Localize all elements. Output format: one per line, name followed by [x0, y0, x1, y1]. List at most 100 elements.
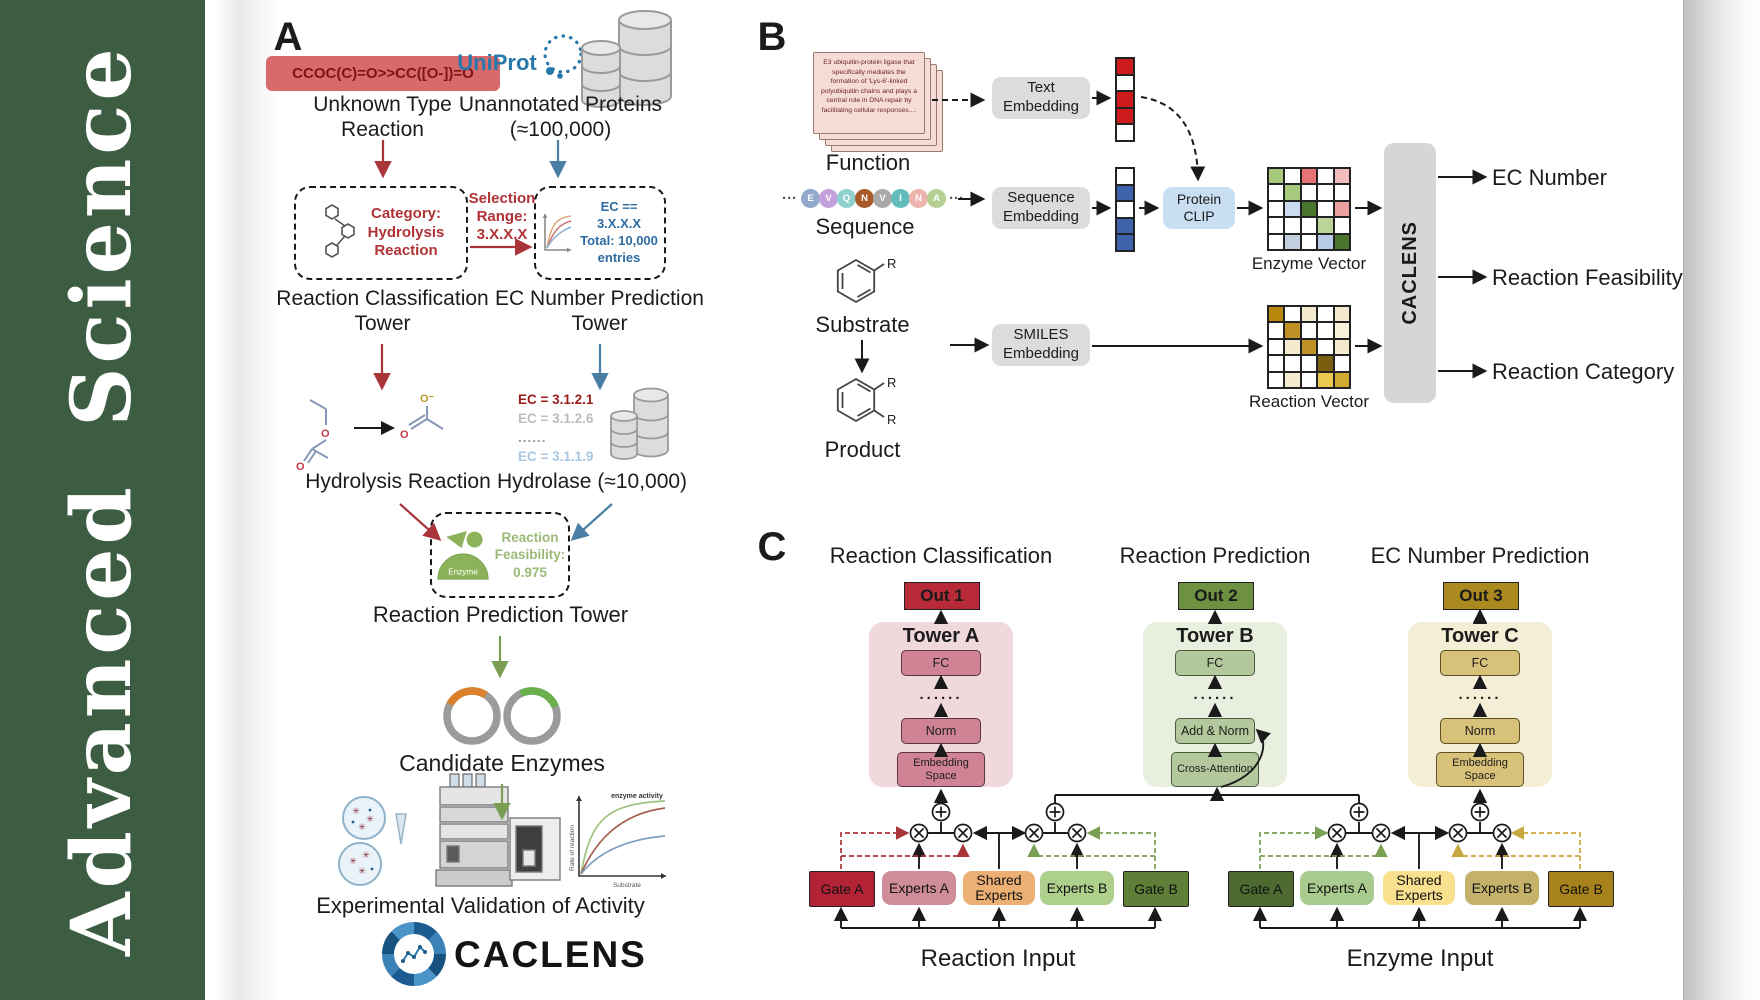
svg-text:✳: ✳	[358, 822, 366, 832]
svg-text:O: O	[296, 461, 305, 473]
category-text: Category: Hydrolysis Reaction	[367, 204, 445, 260]
sequence-embedding-box: Sequence Embedding	[992, 187, 1090, 229]
journal-sidebar: Advanced Science	[0, 0, 205, 1000]
substrate-label: Substrate	[815, 312, 910, 337]
ec-number-list: EC = 3.1.2.1 EC = 3.1.2.6 ...... EC = 3.…	[518, 391, 593, 467]
tower-b-add-norm: Add & Norm	[1175, 718, 1255, 744]
residue-circle: A	[927, 189, 946, 208]
product-molecule: R R	[836, 375, 896, 427]
reaction-vector-grid	[1267, 305, 1351, 389]
function-card-front: E3 ubiquitin-protein ligase that specifi…	[813, 52, 925, 134]
tower-c-title: Tower C	[1441, 625, 1519, 647]
svg-text:✳: ✳	[358, 866, 366, 876]
activity-chart: enzyme activity Rate of reaction Substra…	[569, 793, 666, 889]
category-box: Category: Hydrolysis Reaction	[294, 186, 468, 280]
svg-text:R: R	[887, 412, 896, 427]
svg-text:Substrate: Substrate	[613, 882, 641, 889]
tower-b-dots: ......	[1193, 686, 1237, 703]
feasibility-box: Enzyme Reaction Feasibility: 0.975	[430, 512, 570, 598]
molecule-scribble-icon	[324, 204, 355, 258]
tower-c-dots: ......	[1458, 686, 1502, 703]
svg-text:O⁻: O⁻	[420, 393, 435, 405]
prediction-tower-label: Reaction Prediction Tower	[372, 602, 629, 627]
ec-range-box: EC == 3.X.X.X Total: 10,000 entries	[534, 186, 666, 280]
gating-nodes	[909, 802, 1512, 843]
enzyme-input-label: Enzyme Input	[1346, 945, 1494, 972]
reaction-input-label: Reaction Input	[920, 945, 1076, 972]
enzyme-shared-experts: Shared Experts	[1383, 871, 1455, 905]
smiles-box: CCOC(C)=O>>CC([O-])=O	[266, 56, 500, 91]
tower-c-embedding-space: Embedding Space	[1436, 752, 1524, 787]
candidate-enzymes-label: Candidate Enzymes	[399, 750, 605, 776]
residue-circle: I	[891, 189, 910, 208]
output-reaction-category: Reaction Category	[1492, 359, 1675, 384]
residue-circle: V	[873, 189, 892, 208]
tower-a-title: Tower A	[902, 625, 980, 647]
ellipsis: ···	[949, 190, 964, 207]
hydrolysis-label: Hydrolysis Reaction	[305, 470, 491, 493]
output-reaction-feasibility: Reaction Feasibility	[1492, 265, 1683, 290]
header-reaction-classification: Reaction Classification	[829, 543, 1053, 568]
page-curl-right	[1683, 0, 1760, 1000]
tower-c: Tower C FC ...... Norm Embedding Space	[1408, 622, 1552, 787]
enzyme-vector-label: Enzyme Vector	[1251, 254, 1367, 273]
enzyme-experts-b: Experts B	[1465, 871, 1539, 905]
tower-c-fc: FC	[1440, 650, 1520, 676]
residue-circle: Q	[837, 189, 856, 208]
residue-circle: V	[819, 189, 838, 208]
svg-text:R: R	[887, 256, 896, 271]
unknown-reaction-label: Unknown Type Reaction	[313, 93, 452, 141]
residue-circle: E	[801, 189, 820, 208]
tower-b-cross-attention: Cross-Attention	[1171, 752, 1259, 787]
ec-item: EC = 3.1.2.6	[518, 410, 594, 426]
caclens-logo-icon	[382, 922, 446, 986]
svg-text:O: O	[321, 428, 330, 440]
out-2-box: Out 2	[1178, 582, 1254, 610]
classification-tower-label: Reaction Classification Tower	[276, 287, 489, 335]
function-label: Function	[825, 150, 911, 175]
header-reaction-prediction: Reaction Prediction	[1119, 543, 1311, 568]
database-icon	[581, 10, 672, 108]
ec-tower-label: EC Number Prediction Tower	[495, 287, 704, 335]
header-ec-number-prediction: EC Number Prediction	[1370, 543, 1590, 568]
svg-text:R: R	[887, 375, 896, 390]
ec-item: ......	[518, 429, 547, 445]
sequence-embedding-vector	[1115, 167, 1135, 252]
reaction-experts-b: Experts B	[1040, 871, 1114, 905]
reaction-gate-a: Gate A	[809, 871, 875, 907]
svg-text:enzyme activity: enzyme activity	[611, 793, 663, 800]
out-1-box: Out 1	[904, 582, 980, 610]
svg-text:✳: ✳	[362, 850, 370, 860]
svg-text:Enzyme: Enzyme	[448, 567, 478, 576]
caclens-brand-text: CACLENS	[454, 934, 647, 975]
text-embedding-vector	[1115, 57, 1135, 142]
panel-c-label: C	[757, 525, 787, 569]
smiles-embedding-box: SMILES Embedding	[992, 324, 1090, 366]
hydrolase-database-icon	[610, 387, 669, 460]
reaction-vector-label: Reaction Vector	[1248, 392, 1369, 411]
plasmid-icons	[443, 687, 561, 745]
tower-c-norm: Norm	[1440, 718, 1520, 744]
product-label: Product	[824, 437, 901, 462]
tower-b-fc: FC	[1175, 650, 1255, 676]
ec-range-text: EC == 3.X.X.X Total: 10,000 entries	[580, 199, 658, 265]
caclens-module: CACLENS	[1384, 143, 1436, 403]
output-ec-number: EC Number	[1492, 165, 1607, 190]
enzyme-icon: Enzyme	[437, 528, 489, 580]
residue-circle: N	[909, 189, 928, 208]
text-embedding-box: Text Embedding	[992, 77, 1090, 119]
tower-b-title: Tower B	[1176, 625, 1254, 647]
ec-item: EC = 3.1.1.9	[518, 448, 594, 464]
reaction-gate-b: Gate B	[1123, 871, 1189, 907]
selection-range-label: Selection Range: 3.X.X.X	[468, 190, 536, 243]
out-3-box: Out 3	[1443, 582, 1519, 610]
hplc-instrument-icon	[435, 773, 561, 887]
svg-text:✳: ✳	[349, 856, 357, 866]
panel-b-label: B	[757, 15, 787, 59]
curves-chart-icon	[542, 214, 572, 253]
ellipsis: ···	[782, 190, 797, 207]
sequence-residues: ··· E V Q N V I N A ···	[778, 189, 968, 208]
uniprot-logo-text: UniProt	[457, 50, 537, 75]
ec-item: EC = 3.1.2.1	[518, 392, 594, 407]
tower-a-dots: ......	[919, 686, 963, 703]
